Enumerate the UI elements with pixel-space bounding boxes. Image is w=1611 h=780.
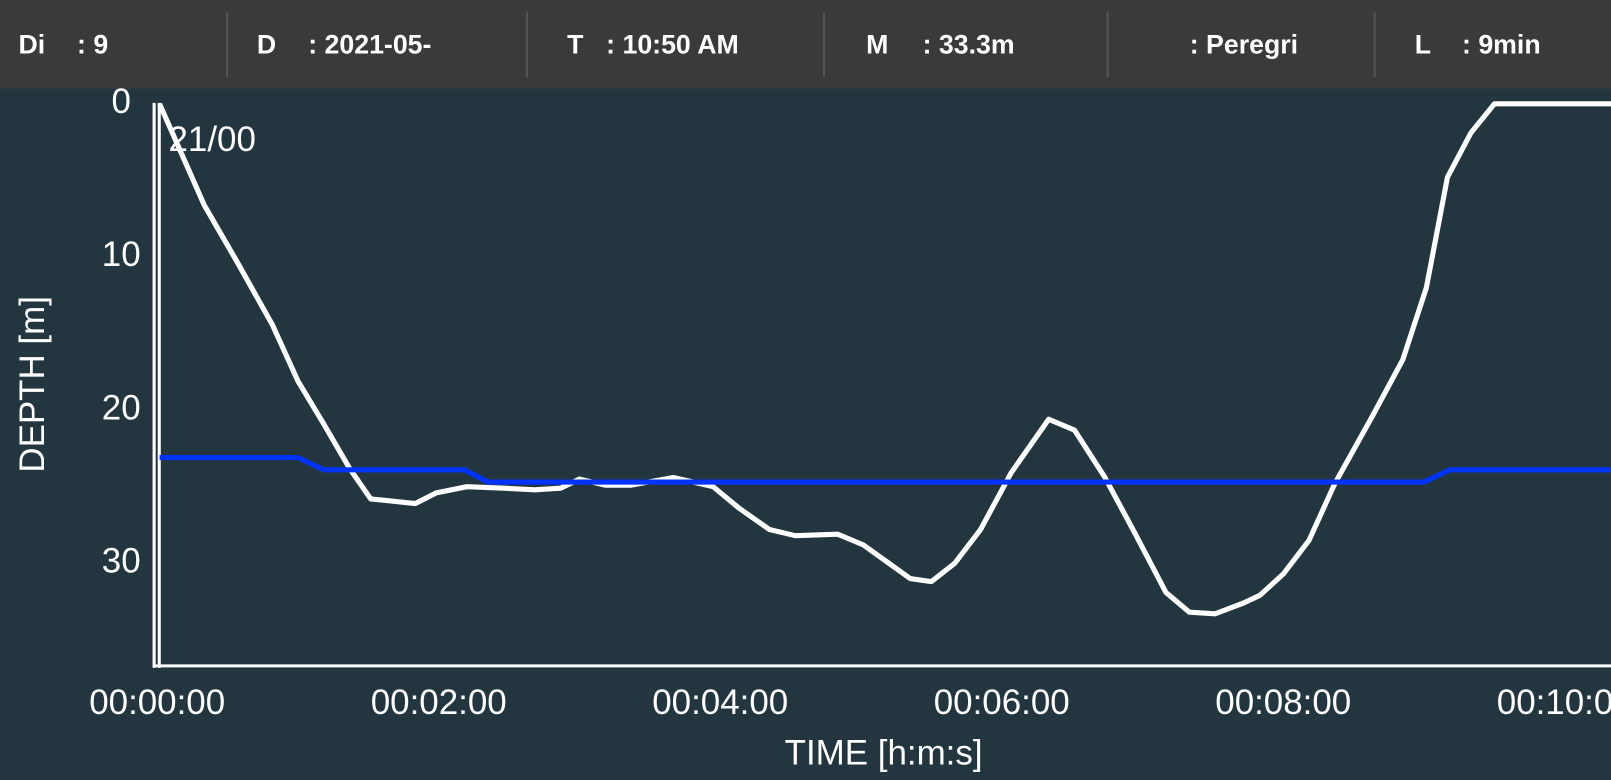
annotation: 21/00 — [168, 120, 255, 159]
x-tick-label: 00:02:00 — [371, 683, 507, 722]
labels: 0 10 20 30 00:00:00 00:02:00 00:04:00 00:06:00 0… — [13, 82, 1611, 772]
y-tick-label: 0 — [112, 82, 131, 121]
y-axis-title: DEPTH [m] — [13, 296, 52, 473]
series-line — [159, 455, 1611, 485]
header-label: L — [1415, 29, 1431, 59]
plot — [157, 101, 1611, 617]
x-tick-label: 00:04:00 — [652, 683, 788, 722]
header-value: : 2021-05- — [308, 29, 431, 59]
header-value: : 10:50 AM — [606, 29, 739, 59]
header-separators — [226, 12, 1376, 78]
header-label: D — [257, 29, 276, 59]
x-tick-label: 00:06:00 — [934, 683, 1070, 722]
header-bar — [0, 0, 1611, 89]
axes — [152, 102, 1611, 668]
x-tick-label: 00:08:00 — [1215, 683, 1351, 722]
x-axis-title: TIME [h:m:s] — [785, 733, 983, 772]
header-value: : 33.3m — [923, 29, 1015, 59]
y-tick-label: 10 — [102, 235, 141, 274]
x-tick-label: 00:10:00 — [1497, 683, 1611, 722]
header-label: Di — [18, 29, 45, 59]
header: Di : 9 D : 2021-05- T : 10:50 AM M : 33.3m : Per… — [18, 29, 1540, 59]
x-tick-label: 00:00:00 — [89, 683, 225, 722]
series-line — [157, 101, 1611, 617]
y-tick-label: 20 — [102, 388, 141, 427]
header-value: : 9min — [1462, 29, 1541, 59]
header-label: T — [567, 29, 584, 59]
header-value: : Peregri — [1190, 29, 1298, 59]
header-label: M — [866, 29, 888, 59]
y-tick-label: 30 — [102, 541, 141, 580]
header-value: : 9 — [77, 29, 108, 59]
